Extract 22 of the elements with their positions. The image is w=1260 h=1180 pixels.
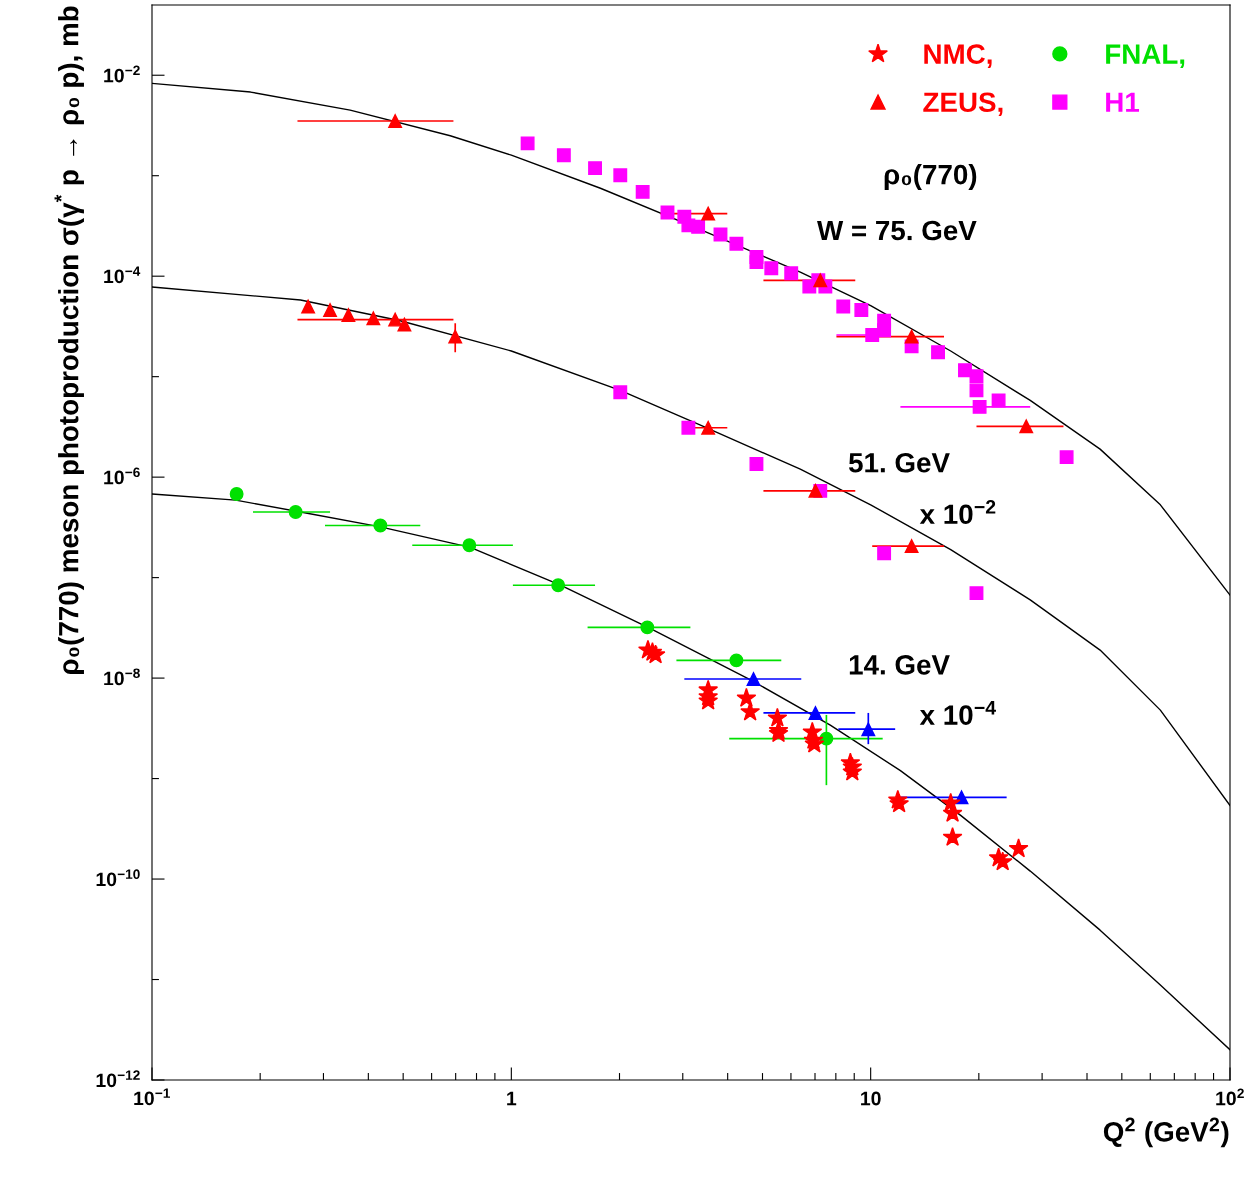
annotation: W = 75. GeV — [817, 220, 977, 241]
legend-label: NMC, — [924, 44, 992, 68]
x-tick-label: 10$^{2}$ — [1216, 1088, 1244, 1106]
y-tick-label: 10$^{−12}$ — [96, 1070, 140, 1088]
legend-label: H1 — [1106, 92, 1140, 112]
y-tick-label: 10$^{−2}$ — [104, 65, 140, 83]
x-tick-label: 1 — [507, 1091, 517, 1106]
x-axis-title: Q$^{2}$ (GeV$^{2}$) — [1103, 1117, 1229, 1148]
legend-label: ZEUS, — [923, 92, 1003, 117]
x-tick-label: 10 — [861, 1091, 881, 1106]
annotation: 51. GeV — [848, 452, 950, 473]
annotation: ρ₀(770) — [884, 164, 977, 190]
annotation: x 10$^{−4}$ — [919, 701, 996, 725]
y-tick-label: 10$^{−4}$ — [104, 266, 141, 284]
x-tick-label: 10$^{−1}$ — [134, 1088, 170, 1106]
annotation: x 10$^{−2}$ — [919, 499, 996, 525]
y-tick-label: 10$^{−10}$ — [96, 869, 140, 887]
legend-label: FNAL, — [1106, 44, 1185, 68]
y-axis-title: ρ₀(770) meson photoproduction σ(γ$^{*}$ p → ρ₀ p), mb — [54, 6, 84, 674]
annotation: 14. GeV — [849, 654, 950, 675]
y-tick-label: 10$^{−8}$ — [104, 668, 140, 686]
y-tick-label: 10$^{−6}$ — [104, 467, 140, 485]
